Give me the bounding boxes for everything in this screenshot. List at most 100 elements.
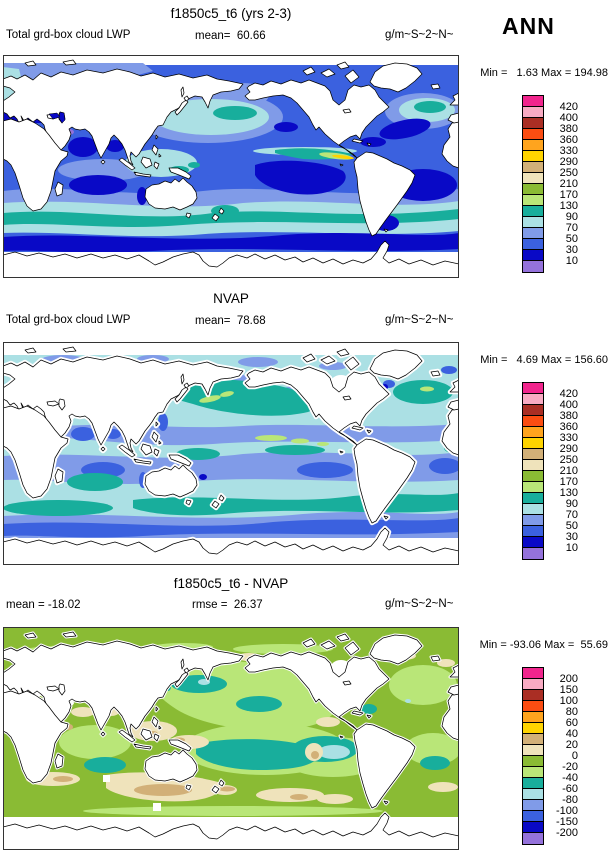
colorbar-label: 130 [559,487,578,499]
colorbar-label: 210 [559,178,578,190]
panel2-minmax-label: Min = 4.69 Max = 156.60 [480,354,608,366]
colorbar-swatch [523,471,543,482]
colorbar-swatch [523,250,543,261]
colorbar-swatch [523,151,543,162]
panel1-minmax-label: Min = 1.63 Max = 194.98 [480,67,608,79]
colorbar-label: -40 [562,772,578,784]
colorbar-label: 330 [559,432,578,444]
colorbar-label: -100 [555,805,578,817]
colorbar-swatch [523,107,543,118]
colorbar-swatch [523,96,543,107]
colorbar-swatch [523,383,543,394]
colorbar-label: 90 [565,498,578,510]
colorbar-swatch [523,690,543,701]
colorbar-swatch [523,405,543,416]
colorbar-label: 380 [559,123,578,135]
map-model-lwp [2,55,461,279]
colorbar-label: 150 [559,684,578,696]
colorbar-label: 10 [565,542,578,554]
panel1-mean-stat: mean= 60.66 [195,30,266,42]
colorbar-swatch [523,173,543,184]
colorbar-label: 70 [565,222,578,234]
colorbar-label: 100 [559,695,578,707]
colorbar-label: 250 [559,167,578,179]
map-diff-lwp [1,627,462,852]
colorbar-swatch [523,800,543,811]
colorbar-swatch [523,789,543,800]
colorbar-lwp-nvap: 420 400 380 360 330 290 250 210 170 130 90 70 50 30 10 [522,382,578,560]
colorbar-label: -150 [555,816,578,828]
colorbar-swatch [523,416,543,427]
colorbar-swatch [523,195,543,206]
colorbar-swatch [523,745,543,756]
map2-frame [3,342,459,565]
colorbar-label: 400 [559,112,578,124]
colorbar-swatch [523,460,543,471]
colorbar-swatch [523,548,543,559]
colorbar-label: 10 [565,255,578,267]
colorbar-swatch [523,140,543,151]
colorbar-swatch [523,206,543,217]
colorbar-label: 330 [559,145,578,157]
colorbar-lwp-model: 420 400 380 360 330 290 250 210 170 130 90 70 50 30 10 [522,95,578,273]
colorbar-swatch [523,184,543,195]
colorbar-label: 250 [559,454,578,466]
colorbar-label: 360 [559,421,578,433]
map-nvap-lwp [3,342,462,565]
colorbar-swatch [523,261,543,272]
colorbar-swatch [523,515,543,526]
colorbar-swatch [523,712,543,723]
panel1-title: f1850c5_t6 (yrs 2-3) [170,6,292,21]
map3-frame [3,627,459,850]
panel3-title: f1850c5_t6 - NVAP [173,576,289,591]
colorbar-label: -80 [562,794,578,806]
colorbar-swatch [523,701,543,712]
colorbar-label: -60 [562,783,578,795]
panel1-variable-label: Total grd-box cloud LWP [6,29,131,41]
colorbar-label: 80 [565,706,578,718]
colorbar-label: 40 [565,728,578,740]
colorbar-label: 20 [565,739,578,751]
panel2-units-label: g/m~S~2~N~ [385,314,454,326]
colorbar-swatch [523,767,543,778]
colorbar-swatch [523,756,543,767]
colorbar-label: 200 [559,673,578,685]
colorbar-label: 210 [559,465,578,477]
colorbar-label: 30 [565,244,578,256]
colorbar-label: -20 [562,761,578,773]
panel3-units-label: g/m~S~2~N~ [385,598,454,610]
panel3-rmse-stat: rmse = 26.37 [192,599,263,611]
colorbar-label: 50 [565,233,578,245]
inland-seas-model [48,111,66,124]
colorbar-label: 90 [565,211,578,223]
colorbar-swatch [523,129,543,140]
colorbar-label: 30 [565,531,578,543]
colorbar-swatch [523,239,543,250]
colorbar-swatch [523,822,543,833]
colorbar-swatch [523,482,543,493]
colorbar-swatch [523,438,543,449]
colorbar-label: 400 [559,399,578,411]
colorbar-swatch [523,668,543,679]
panel3-mean-stat: mean = -18.02 [6,599,81,611]
colorbar-swatch [523,162,543,173]
colorbar-label: 130 [559,200,578,212]
colorbar-label: 60 [565,717,578,729]
colorbar-label: 420 [559,101,578,113]
panel1-units-label: g/m~S~2~N~ [385,29,454,41]
colorbar-label: 50 [565,520,578,532]
colorbar-swatch [523,118,543,129]
colorbar-label: 290 [559,156,578,168]
panel3-minmax-label: Min = -93.06 Max = 55.69 [479,639,608,651]
colorbar-swatch [523,526,543,537]
map1-frame [3,55,459,278]
colorbar-label: 170 [559,476,578,488]
panel2-title: NVAP [213,291,249,306]
colorbar-label: 420 [559,388,578,400]
colorbar-swatch [523,679,543,690]
colorbar-swatch [523,833,543,844]
colorbar-swatch [523,537,543,548]
colorbar-swatch [523,228,543,239]
colorbar-label: 360 [559,134,578,146]
season-label: ANN [502,13,555,39]
